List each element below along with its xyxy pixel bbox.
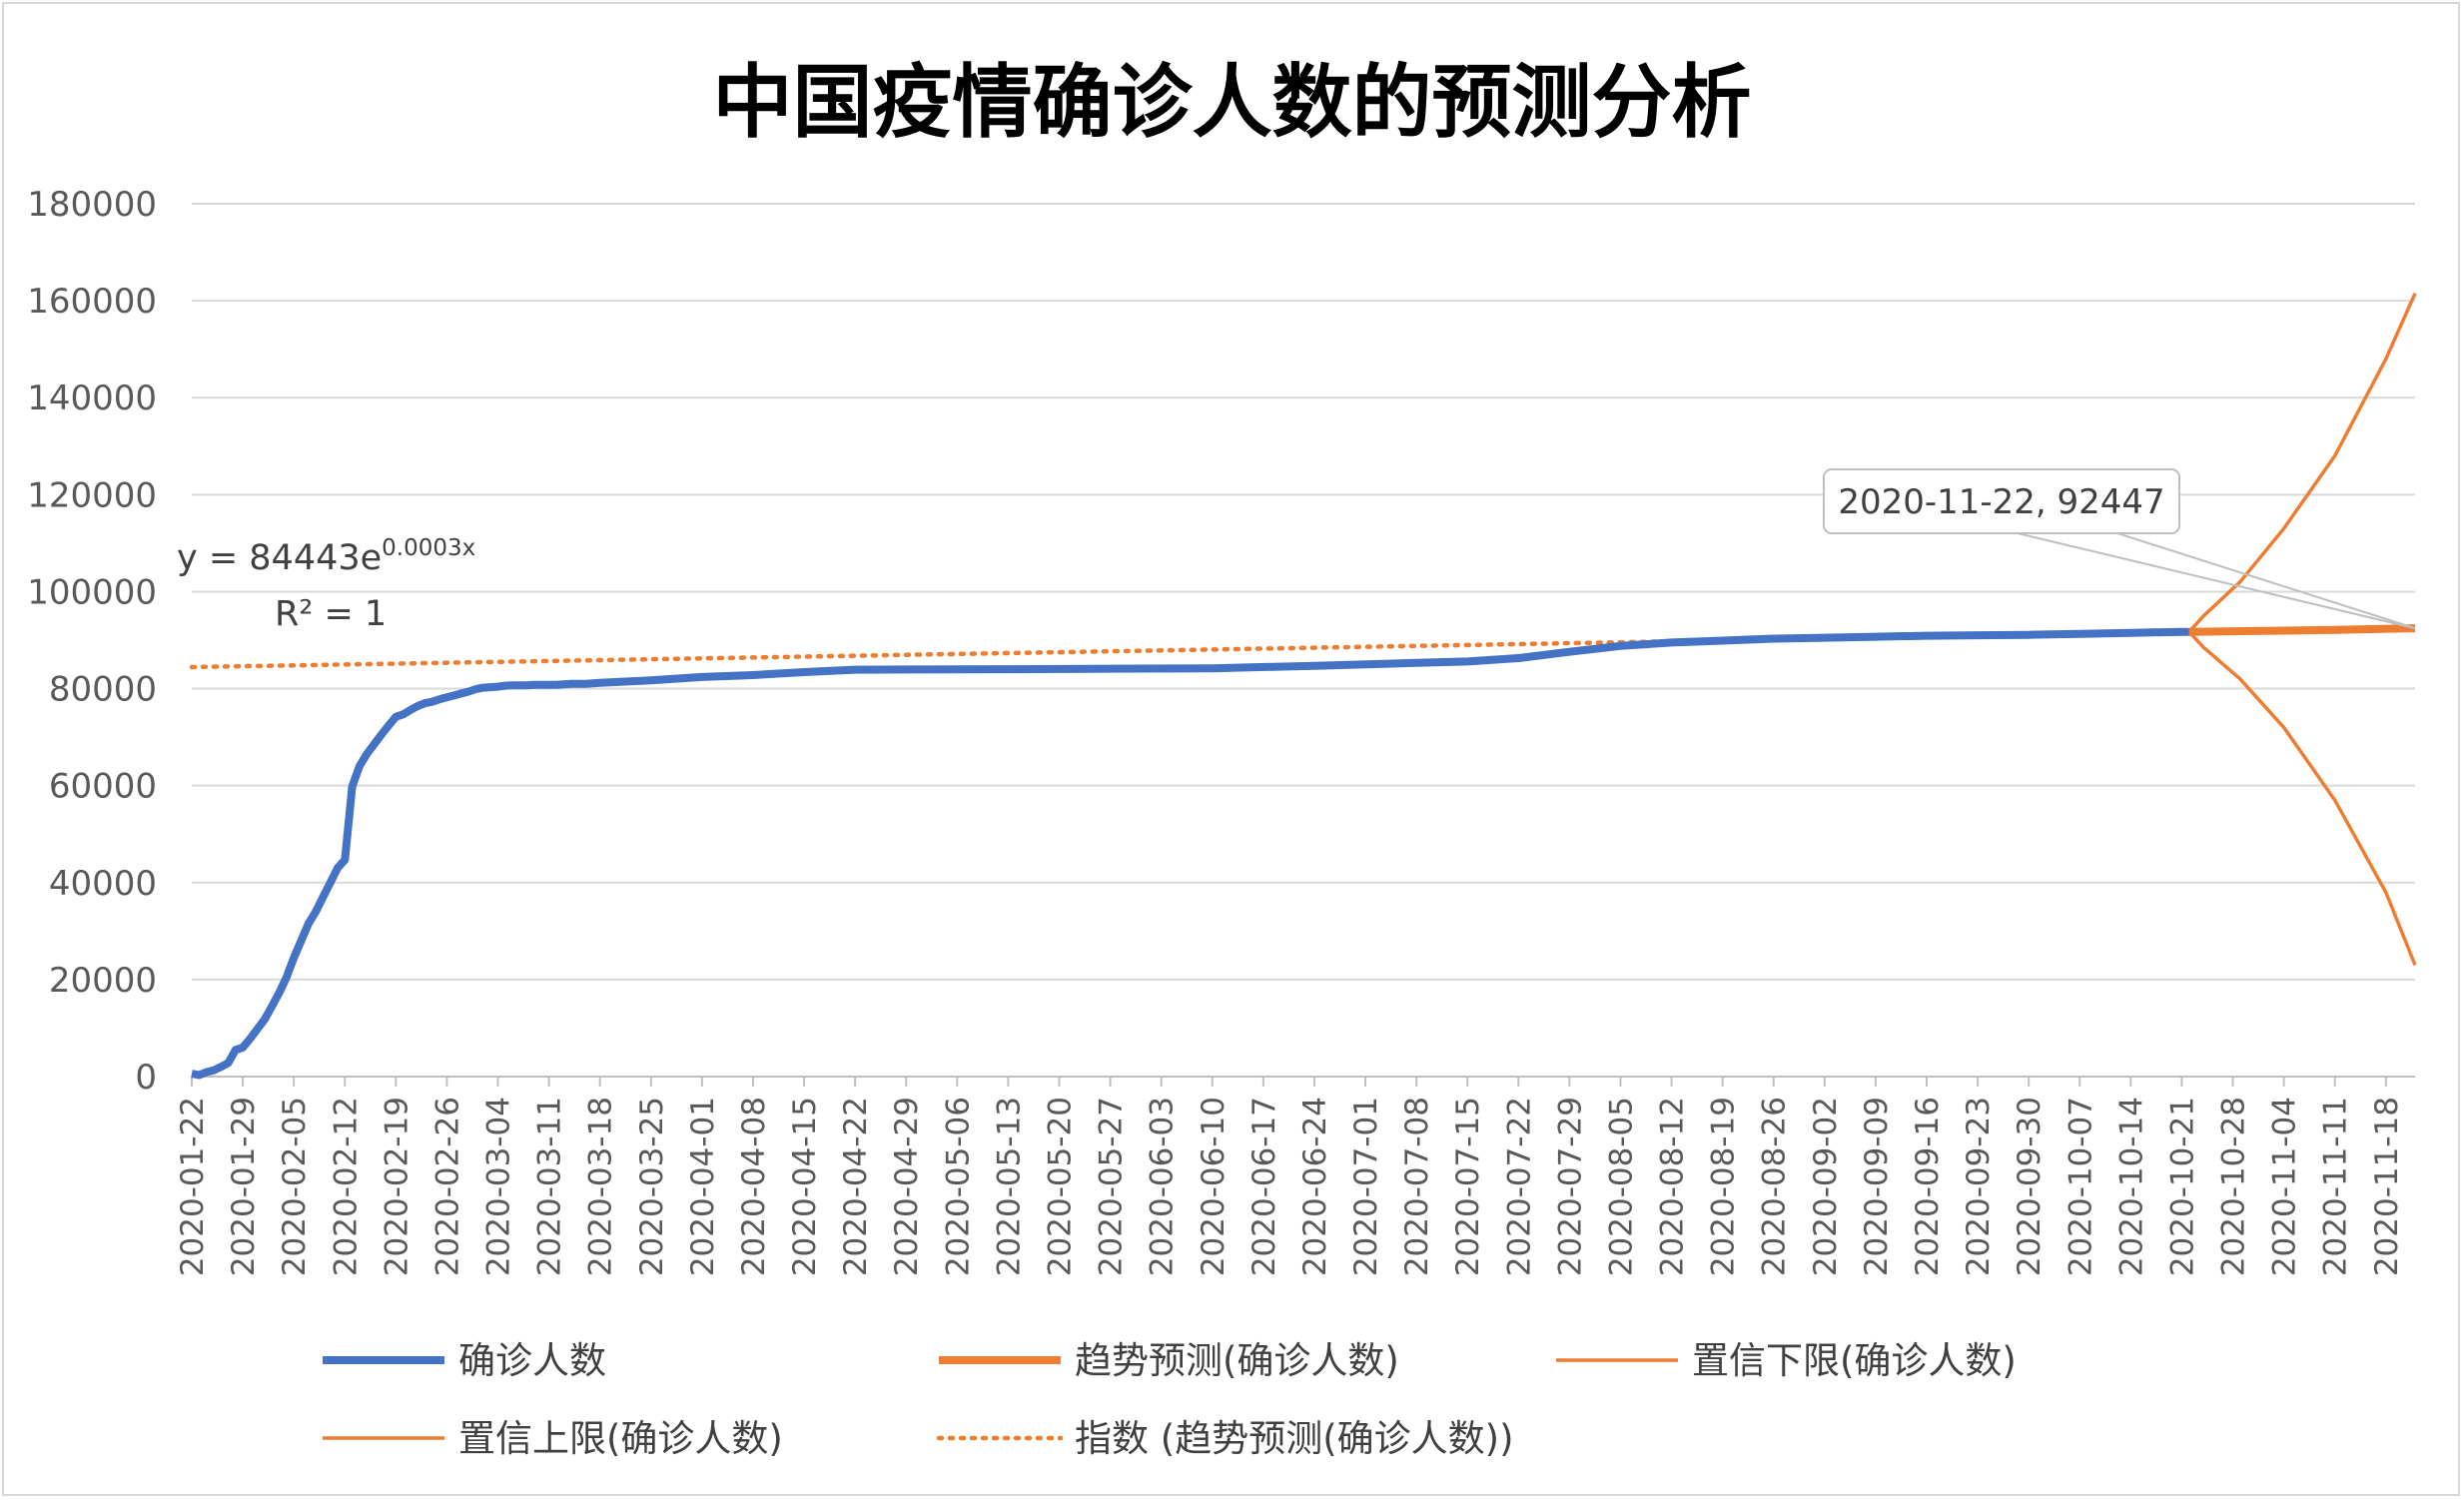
trendline-equation: y = 84443e0.0003x R² = 1 <box>177 535 475 634</box>
y-tick-label: 120000 <box>27 475 157 515</box>
x-tick-label: 2020-10-07 <box>2062 1097 2098 1276</box>
x-tick-label: 2020-04-08 <box>736 1097 772 1276</box>
legend-label: 趋势预测(确诊人数) <box>1075 1339 1399 1382</box>
x-tick-label: 2020-01-29 <box>226 1097 262 1276</box>
y-tick-label: 140000 <box>27 378 157 418</box>
chart-title: 中国疫情确诊人数的预测分析 <box>712 56 1752 149</box>
y-tick-label: 60000 <box>49 767 157 807</box>
y-tick-label: 160000 <box>27 282 157 322</box>
x-tick-label: 2020-09-16 <box>1910 1097 1946 1276</box>
legend-label: 指数 (趋势预测(确诊人数)) <box>1075 1417 1514 1460</box>
legend-item-lower-bound: 置信下限(确诊人数) <box>1556 1339 2017 1382</box>
x-tick-label: 2020-09-09 <box>1859 1097 1895 1276</box>
x-tick-label: 2020-03-11 <box>532 1097 568 1276</box>
x-tick-label: 2020-07-01 <box>1348 1097 1384 1276</box>
y-tick-label: 180000 <box>27 185 157 225</box>
x-tick-label: 2020-06-17 <box>1246 1097 1282 1276</box>
x-tick-label: 2020-05-06 <box>940 1097 976 1276</box>
r-squared-label: R² = 1 <box>275 594 387 634</box>
x-tick-label: 2020-10-14 <box>2113 1097 2149 1276</box>
y-tick-label: 40000 <box>49 864 157 904</box>
gridlines <box>192 203 2415 1078</box>
x-tick-label: 2020-06-24 <box>1297 1097 1333 1276</box>
x-tick-label: 2020-11-11 <box>2318 1097 2354 1276</box>
series-forecast-line <box>2188 624 2416 636</box>
x-tick-label: 2020-11-04 <box>2267 1097 2303 1276</box>
series-group <box>189 293 2417 1080</box>
x-tick-label: 2020-02-19 <box>379 1097 414 1276</box>
x-axis-ticks: 2020-01-22 2020-01-29 2020-02-05 2020-02-12… <box>175 1077 2405 1276</box>
legend-item-confirmed: 确诊人数 <box>323 1339 606 1382</box>
equation-base: y = 84443e <box>177 538 382 578</box>
legend-item-forecast: 趋势预测(确诊人数) <box>939 1339 1399 1382</box>
callout-box <box>1823 468 2180 534</box>
x-tick-label: 2020-04-15 <box>787 1097 823 1276</box>
series-upper-bound-line <box>2187 293 2417 633</box>
legend-label: 确诊人数 <box>458 1339 606 1382</box>
x-tick-label: 2020-08-12 <box>1655 1097 1691 1276</box>
y-tick-label: 20000 <box>49 961 157 1001</box>
series-confirmed-line <box>191 627 2189 1080</box>
x-tick-label: 2020-03-04 <box>481 1097 517 1276</box>
x-tick-label: 2020-02-26 <box>429 1097 465 1276</box>
x-tick-label: 2020-09-02 <box>1808 1097 1844 1276</box>
x-tick-label: 2020-09-23 <box>1961 1097 1997 1276</box>
x-tick-label: 2020-07-29 <box>1552 1097 1588 1276</box>
x-tick-label: 2020-01-22 <box>175 1097 211 1276</box>
x-tick-label: 2020-06-03 <box>1145 1097 1181 1276</box>
callout-leader-line-edge <box>2116 532 2416 630</box>
x-tick-label: 2020-10-28 <box>2216 1097 2252 1276</box>
data-callout: 2020-11-22, 92447 <box>1823 468 2416 630</box>
x-tick-label: 2020-04-22 <box>838 1097 874 1276</box>
callout-label: 2020-11-22, 92447 <box>1838 482 2164 522</box>
equation-exponent: 0.0003x <box>382 535 475 561</box>
y-axis-ticks: 0 20000 40000 60000 80000 100000 120000 140000 1… <box>27 185 157 1098</box>
series-lower-bound-line <box>2187 630 2417 966</box>
x-tick-label: 2020-10-21 <box>2164 1097 2200 1276</box>
x-tick-label: 2020-07-08 <box>1399 1097 1435 1276</box>
x-tick-label: 2020-04-29 <box>889 1097 925 1276</box>
callout-leader-line <box>2017 532 2416 630</box>
y-tick-label: 0 <box>135 1058 157 1098</box>
legend-label: 置信上限(确诊人数) <box>458 1417 783 1460</box>
x-tick-label: 2020-03-18 <box>583 1097 619 1276</box>
x-tick-label: 2020-07-15 <box>1450 1097 1486 1276</box>
x-tick-label: 2020-02-05 <box>277 1097 313 1276</box>
x-tick-label: 2020-04-01 <box>685 1097 721 1276</box>
x-tick-label: 2020-11-18 <box>2369 1097 2405 1276</box>
x-tick-label: 2020-05-20 <box>1043 1097 1079 1276</box>
x-tick-label: 2020-05-27 <box>1094 1097 1130 1276</box>
x-tick-label: 2020-06-10 <box>1196 1097 1232 1276</box>
x-tick-label: 2020-05-13 <box>991 1097 1027 1276</box>
x-tick-label: 2020-02-12 <box>328 1097 364 1276</box>
x-tick-label: 2020-08-05 <box>1603 1097 1639 1276</box>
x-tick-label: 2020-08-26 <box>1757 1097 1793 1276</box>
x-tick-label: 2020-03-25 <box>634 1097 670 1276</box>
legend: 确诊人数 趋势预测(确诊人数) 置信下限(确诊人数) 置信上限(确诊人数) 指数 (趋势… <box>323 1339 2017 1460</box>
y-tick-label: 100000 <box>27 572 157 612</box>
legend-item-exponential-trendline: 指数 (趋势预测(确诊人数)) <box>936 1417 1514 1460</box>
x-tick-label: 2020-07-22 <box>1501 1097 1537 1276</box>
x-tick-label: 2020-08-19 <box>1706 1097 1742 1276</box>
legend-item-upper-bound: 置信上限(确诊人数) <box>323 1417 783 1460</box>
y-tick-label: 80000 <box>49 670 157 710</box>
equation-label: y = 84443e0.0003x <box>177 535 475 578</box>
x-tick-label: 2020-09-30 <box>2012 1097 2048 1276</box>
legend-label: 置信下限(确诊人数) <box>1692 1339 2017 1382</box>
